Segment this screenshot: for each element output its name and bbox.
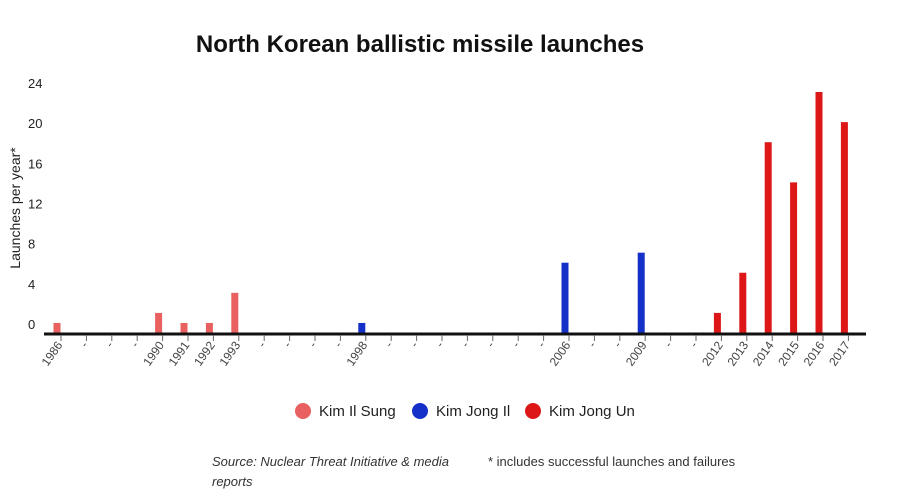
bar-2006 bbox=[561, 262, 569, 333]
bar-1986 bbox=[53, 322, 61, 333]
x-tick-label: 2009 bbox=[623, 338, 650, 368]
x-tick-label: 1998 bbox=[343, 338, 370, 368]
x-tick-label: - bbox=[585, 339, 599, 350]
y-axis-ticks: 0 4 8 12 16 20 24 bbox=[28, 76, 42, 332]
bar-2012 bbox=[713, 312, 721, 333]
footnote: * includes successful launches and failu… bbox=[488, 454, 736, 469]
y-tick-label: 16 bbox=[28, 156, 42, 171]
bar-1990 bbox=[155, 312, 163, 333]
bar-2013 bbox=[739, 272, 747, 333]
legend: Kim Il Sung Kim Jong Il Kim Jong Un bbox=[295, 403, 635, 420]
x-tick-label: - bbox=[77, 339, 91, 350]
bar-1998 bbox=[358, 322, 366, 333]
bar-1992 bbox=[205, 322, 213, 333]
x-tick-label: - bbox=[687, 339, 701, 350]
x-tick-label: - bbox=[382, 339, 396, 350]
bars bbox=[53, 92, 848, 333]
y-tick-label: 24 bbox=[28, 76, 42, 91]
x-tick-label: - bbox=[128, 339, 142, 350]
x-tick-label: 1992 bbox=[191, 338, 218, 368]
bar-2014 bbox=[764, 142, 772, 333]
legend-label: Kim Jong Il bbox=[436, 403, 510, 420]
x-tick-label: - bbox=[102, 339, 116, 350]
x-tick-label: - bbox=[255, 339, 269, 350]
legend-label: Kim Il Sung bbox=[319, 403, 396, 420]
x-tick-label: - bbox=[534, 339, 548, 350]
legend-item: Kim Jong Un bbox=[525, 403, 635, 420]
y-tick-label: 4 bbox=[28, 277, 35, 292]
y-tick-label: 12 bbox=[28, 197, 42, 212]
x-tick-label: 1993 bbox=[216, 338, 243, 368]
x-tick-label: 2017 bbox=[826, 338, 853, 368]
x-tick-label: - bbox=[483, 339, 497, 350]
x-tick-label: 2014 bbox=[750, 338, 777, 368]
y-tick-label: 20 bbox=[28, 116, 42, 131]
y-tick-label: 8 bbox=[28, 237, 35, 252]
x-tick-label: - bbox=[509, 339, 523, 350]
legend-item: Kim Il Sung bbox=[295, 403, 396, 420]
legend-swatch bbox=[525, 403, 541, 419]
chart-title: North Korean ballistic missile launches bbox=[196, 31, 644, 58]
y-axis-label: Launches per year* bbox=[7, 147, 23, 269]
x-tick-label: 2006 bbox=[547, 338, 574, 368]
x-tick-label: 2015 bbox=[775, 338, 802, 368]
x-tick-label: 1991 bbox=[166, 338, 193, 368]
legend-swatch bbox=[295, 403, 311, 419]
source-note: Source: Nuclear Threat Initiative & medi… bbox=[212, 454, 449, 489]
bar-2015 bbox=[790, 182, 798, 333]
x-tick-label: 2016 bbox=[801, 338, 828, 368]
x-tick-label: - bbox=[407, 339, 421, 350]
x-tick-label: - bbox=[280, 339, 294, 350]
bar-2009 bbox=[637, 252, 645, 333]
bar-2017 bbox=[840, 122, 848, 333]
legend-label: Kim Jong Un bbox=[549, 403, 635, 420]
x-tick-label: - bbox=[433, 339, 447, 350]
legend-swatch bbox=[412, 403, 428, 419]
x-tick-label: 2012 bbox=[699, 338, 726, 368]
legend-item: Kim Jong Il bbox=[412, 403, 510, 420]
x-tick-label: 1990 bbox=[140, 338, 167, 368]
x-tick-label: 2013 bbox=[724, 338, 751, 368]
bar-1993 bbox=[231, 292, 239, 333]
x-tick-label: - bbox=[331, 339, 345, 350]
y-tick-label: 0 bbox=[28, 317, 35, 332]
x-tick-label: - bbox=[458, 339, 472, 350]
bar-2016 bbox=[815, 92, 823, 333]
bar-1991 bbox=[180, 322, 188, 333]
x-tick-label: - bbox=[610, 339, 624, 350]
x-tick-label: - bbox=[306, 339, 320, 350]
x-tick-label: 1986 bbox=[39, 338, 66, 368]
x-tick-label: - bbox=[661, 339, 675, 350]
